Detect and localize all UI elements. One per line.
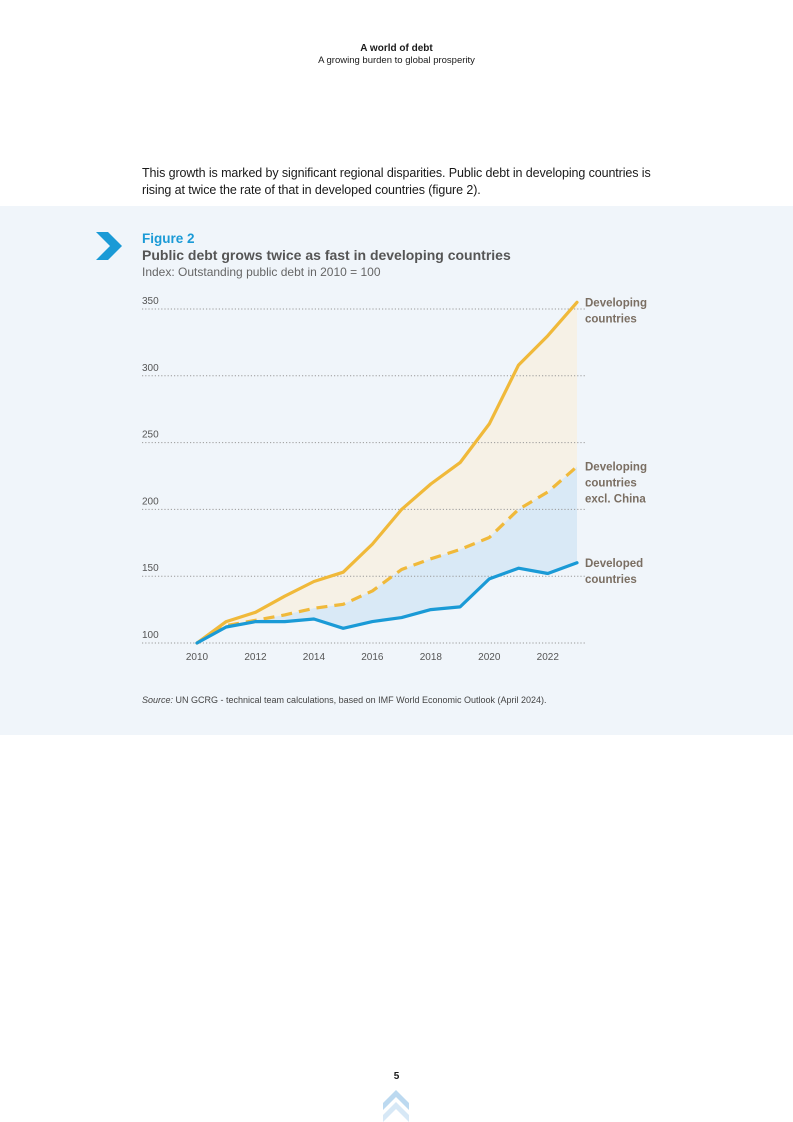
figure-title: Public debt grows twice as fast in devel…	[142, 247, 511, 263]
x-tick-label-2010: 2010	[186, 652, 209, 663]
page-number: 5	[393, 1071, 400, 1082]
x-tick-label-2022: 2022	[537, 652, 560, 663]
figure-subtitle: Index: Outstanding public debt in 2010 =…	[142, 265, 381, 279]
area-developing-band	[197, 302, 577, 643]
series-line-developed	[195, 561, 579, 645]
x-tick-label-2016: 2016	[361, 652, 384, 663]
figure-source: Source: UN GCRG - technical team calcula…	[142, 695, 547, 705]
series-line-developing-excl-china	[196, 465, 579, 645]
source-text: UN GCRG - technical team calculations, b…	[173, 695, 547, 705]
figure-label: Figure 2	[142, 231, 195, 246]
series-label-developing: Developing countries	[585, 297, 647, 325]
intro-paragraph: This growth is marked by significant reg…	[142, 165, 651, 197]
y-tick-label-350: 350	[142, 296, 159, 307]
x-tick-label-2020: 2020	[478, 652, 501, 663]
header-title: A world of debt	[360, 43, 433, 54]
series-label-developed: Developed countries	[585, 558, 643, 586]
y-tick-label-300: 300	[142, 363, 159, 374]
running-header: A world of debt A growing burden to glob…	[0, 43, 793, 67]
header-subtitle: A growing burden to global prosperity	[318, 55, 475, 66]
y-tick-label-250: 250	[142, 430, 159, 441]
x-tick-label-2014: 2014	[303, 652, 326, 663]
y-tick-label-200: 200	[142, 496, 159, 507]
un-logo-icon	[383, 1090, 409, 1122]
y-tick-label-150: 150	[142, 563, 159, 574]
series-label-developing-excl-china: Developing countries excl. China	[585, 462, 647, 506]
x-tick-label-2018: 2018	[420, 652, 443, 663]
figure-panel	[0, 206, 793, 735]
source-label: Source:	[142, 695, 174, 705]
x-tick-label-2012: 2012	[244, 652, 267, 663]
chevron-right-icon	[96, 232, 122, 260]
series-line-developing	[195, 300, 579, 645]
line-chart: 100 150 200 250 300 350 2010 2012 2014 2016 2018 20…	[142, 296, 647, 663]
y-tick-label-100: 100	[142, 630, 159, 641]
